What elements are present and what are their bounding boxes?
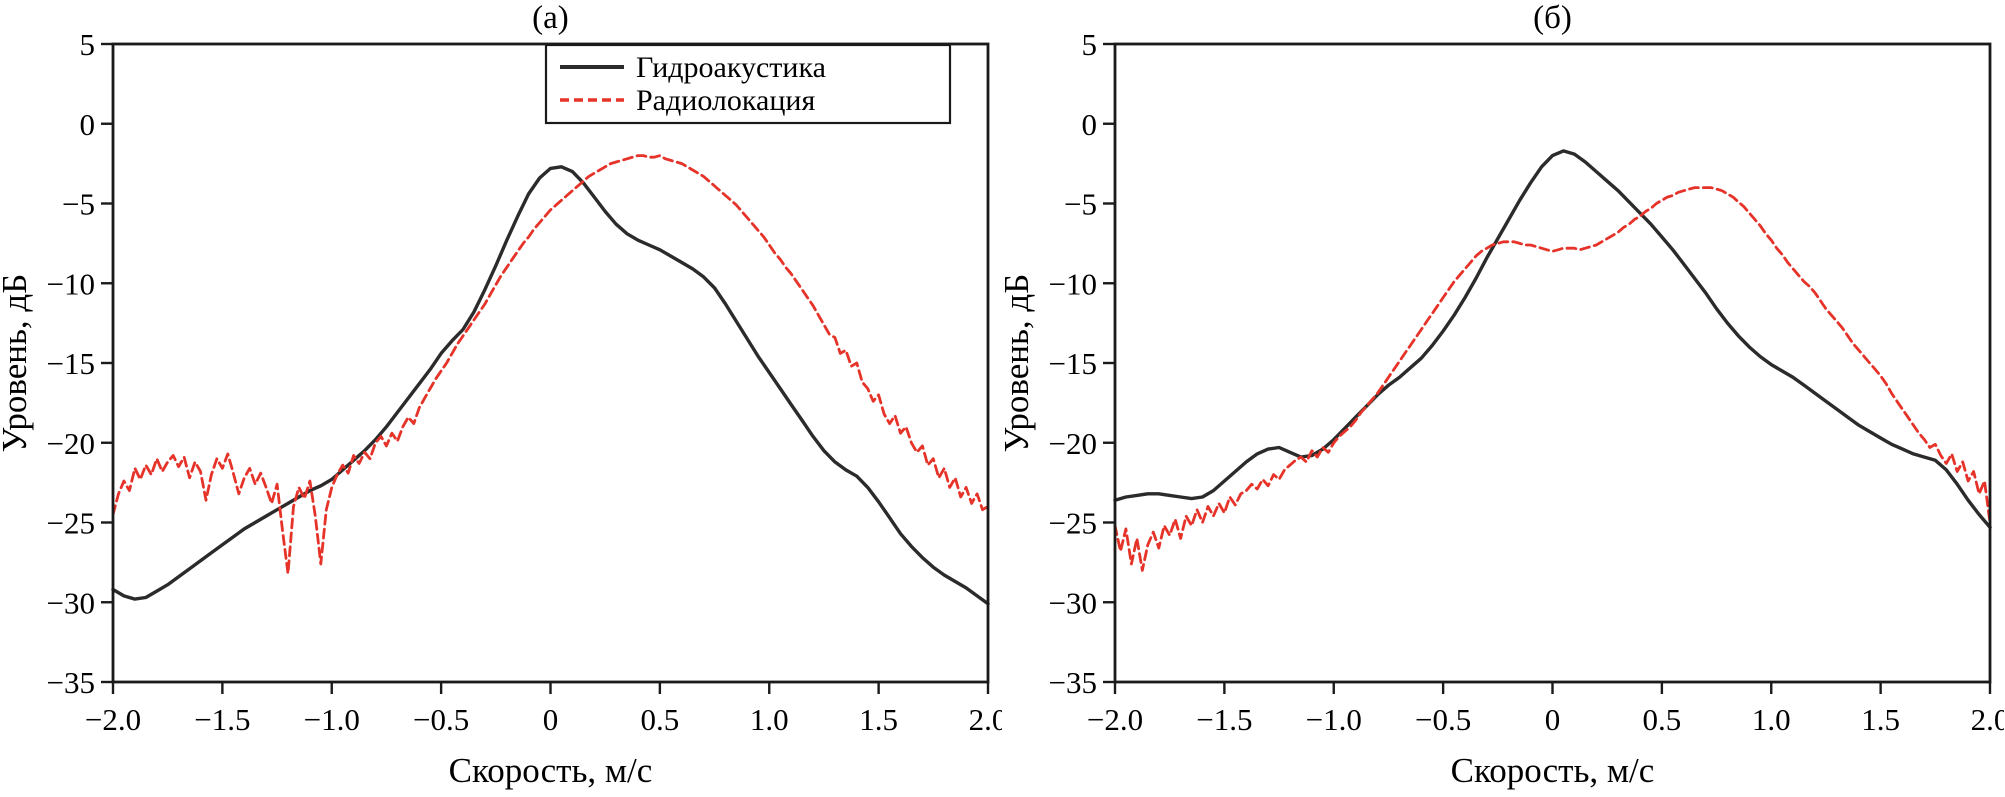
x-tick-label: 0 <box>543 702 559 737</box>
x-tick-label: −1.5 <box>1196 702 1252 737</box>
y-tick-label: −25 <box>47 506 95 541</box>
chart-panel-a: (а) −2.0 −1.5 −1.0 −0.5 0 0.5 1.0 1.5 2.0 5 0 −5 −10 −… <box>0 0 1002 797</box>
y-tick-label: −15 <box>1049 346 1097 381</box>
x-tick-label: 0.5 <box>641 702 680 737</box>
x-tick-label: −1.0 <box>1306 702 1362 737</box>
chart-title: (а) <box>532 0 569 36</box>
x-tick-label: 1.0 <box>750 702 789 737</box>
y-tick-label: −25 <box>1049 506 1097 541</box>
y-tick-label: 5 <box>1082 27 1098 62</box>
y-tick-label: −20 <box>47 426 95 461</box>
legend-label-radar: Радиолокация <box>636 84 815 117</box>
x-tick-label: 2.0 <box>969 702 1002 737</box>
y-tick-label: 0 <box>80 107 96 142</box>
x-tick-label: −0.5 <box>413 702 469 737</box>
x-tick-label: 1.5 <box>859 702 898 737</box>
y-tick-label: −35 <box>47 665 95 700</box>
x-tick-label: 1.5 <box>1861 702 1900 737</box>
series-line-hydroacoustics <box>1113 149 1992 529</box>
plot-border <box>1113 42 1992 684</box>
y-tick-label: −30 <box>1049 585 1097 620</box>
legend-box <box>544 43 952 125</box>
x-tick-label: 2.0 <box>1971 702 2004 737</box>
x-axis-label: Скорость, м/с <box>449 751 653 790</box>
y-tick-label: −10 <box>1049 266 1097 301</box>
chart-b: (б) −2.0 −1.5 −1.0 −0.5 0 0.5 1.0 1.5 2.0 5 0 −5 −10 −… <box>1002 0 2004 790</box>
legend-label-hydroacoustics: Гидроакустика <box>636 51 826 84</box>
x-tick-label: 1.0 <box>1752 702 1791 737</box>
y-tick-label: −5 <box>62 187 95 222</box>
y-axis-label: Уровень, дБ <box>0 274 34 453</box>
series-line-hydroacoustics <box>111 165 990 606</box>
x-tick-label: 0 <box>1545 702 1561 737</box>
y-tick-label: −10 <box>47 266 95 301</box>
x-tick-label: −0.5 <box>1415 702 1471 737</box>
y-tick-label: −5 <box>1064 187 1097 222</box>
chart-title: (б) <box>1533 0 1572 36</box>
series-line-radar <box>1113 186 1992 572</box>
y-tick-label: −20 <box>1049 426 1097 461</box>
y-axis-label: Уровень, дБ <box>1002 274 1036 453</box>
x-tick-label: −2.0 <box>1087 702 1143 737</box>
y-tick-label: −30 <box>47 585 95 620</box>
x-tick-label: 0.5 <box>1643 702 1682 737</box>
y-tick-label: 5 <box>80 27 96 62</box>
chart-a: (а) −2.0 −1.5 −1.0 −0.5 0 0.5 1.0 1.5 2.0 5 0 −5 −10 −… <box>0 0 1002 790</box>
x-tick-label: −1.5 <box>194 702 250 737</box>
series-line-radar <box>111 154 990 575</box>
x-tick-label: −1.0 <box>304 702 360 737</box>
x-axis-label: Скорость, м/с <box>1451 751 1655 790</box>
x-tick-label: −2.0 <box>85 702 141 737</box>
y-tick-label: 0 <box>1082 107 1098 142</box>
y-tick-label: −15 <box>47 346 95 381</box>
y-tick-label: −35 <box>1049 665 1097 700</box>
chart-panel-b: (б) −2.0 −1.5 −1.0 −0.5 0 0.5 1.0 1.5 2.0 5 0 −5 −10 −… <box>1002 0 2004 797</box>
